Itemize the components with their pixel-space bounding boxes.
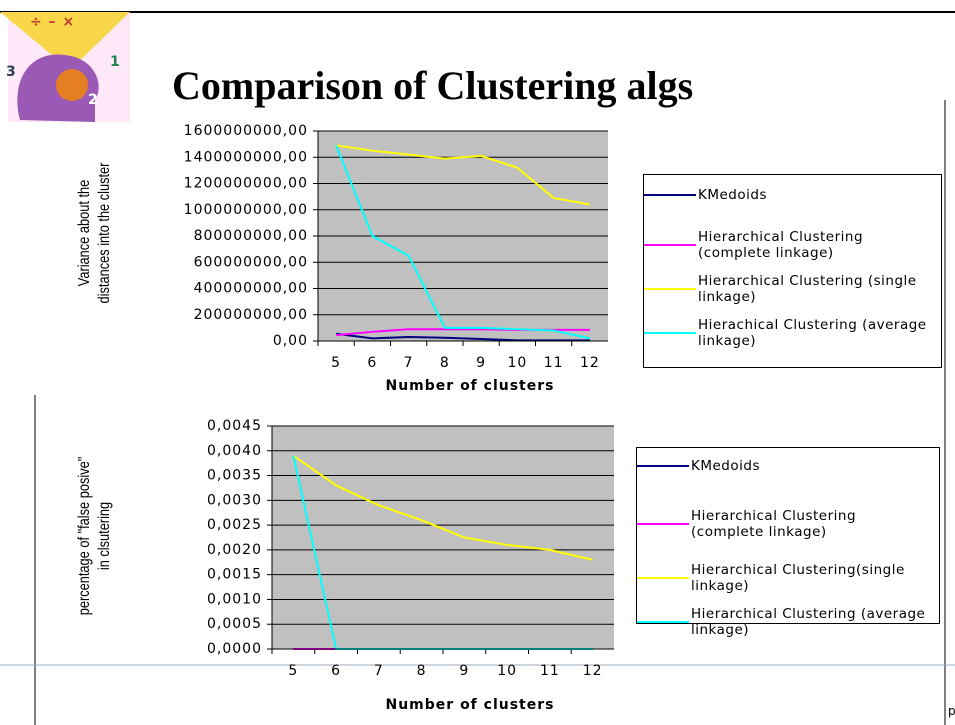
legend-label: Hierarchical Clustering (average linkage…: [691, 606, 926, 638]
svg-text:÷ – ×: ÷ – ×: [30, 14, 75, 30]
x-tick-label: 12: [580, 355, 600, 371]
legend-item: KMedoids: [637, 458, 926, 474]
legend-item: Hierarchical Clustering (complete linkag…: [644, 229, 933, 261]
x-tick-label: 9: [459, 663, 469, 679]
x-tick-label: 11: [544, 355, 564, 371]
x-tick-label: 9: [476, 355, 486, 371]
y-tick-label: 0,0005: [207, 616, 262, 632]
y-tick-label: 0,0025: [207, 517, 262, 533]
y-tick-label: 0,00: [273, 333, 308, 349]
x-tick-label: 6: [331, 663, 341, 679]
y-tick-label: 0,0010: [207, 591, 262, 607]
x-tick-label: 10: [497, 663, 517, 679]
y-tick-label: 0,0020: [207, 542, 262, 558]
x-tick-label: 12: [583, 663, 603, 679]
y-tick-label: 800000000,00: [194, 228, 308, 244]
y-tick-label: 400000000,00: [194, 281, 308, 297]
legend-swatch: [637, 577, 689, 579]
legend-label: KMedoids: [698, 187, 767, 203]
legend-label: Hierarchical Clustering(single linkage): [691, 562, 905, 594]
legend-item: KMedoids: [644, 187, 933, 203]
y-tick-label: 1200000000,00: [184, 176, 308, 192]
series-line: [292, 454, 593, 561]
legend-item: Hierachical Clustering (average linkage): [644, 317, 933, 349]
y-axis-label: percentage of "false posive" in clsuteri…: [76, 456, 113, 616]
legend-item: Hierarchical Clustering (average linkage…: [637, 606, 926, 638]
x-tick-label: 5: [288, 663, 298, 679]
legend-item: Hierarchical Clustering (complete linkag…: [637, 508, 926, 540]
svg-text:1: 1: [110, 54, 121, 70]
plot-area: [272, 426, 614, 649]
series-line: [335, 332, 590, 342]
legend-swatch: [644, 244, 696, 246]
legend-item: Hierarchical Clustering (single linkage): [644, 273, 933, 305]
y-tick-label: 0,0035: [207, 468, 262, 484]
x-tick-label: 11: [540, 663, 560, 679]
x-tick-label: 8: [440, 355, 450, 371]
legend-label: Hierarchical Clustering (complete linkag…: [698, 229, 864, 261]
y-tick-label: 0,0030: [207, 492, 262, 508]
legend-swatch: [644, 332, 696, 334]
y-tick-label: 0,0040: [207, 443, 262, 459]
footer: p: [948, 704, 955, 718]
x-tick-label: 10: [507, 355, 527, 371]
x-tick-label: 7: [404, 355, 414, 371]
legend-swatch: [637, 621, 689, 623]
legend: KMedoids Hierarchical Clustering (complet…: [643, 174, 942, 368]
x-tick-label: 7: [374, 663, 384, 679]
x-tick-label: 6: [367, 355, 377, 371]
y-axis-label: Variance about the distances into the cl…: [76, 162, 113, 304]
y-tick-label: 1000000000,00: [184, 202, 308, 218]
x-tick-label: 5: [331, 355, 341, 371]
y-tick-label: 600000000,00: [194, 254, 308, 270]
x-axis-label: Number of clusters: [385, 697, 555, 713]
y-tick-label: 1400000000,00: [184, 149, 308, 165]
x-axis-label: Number of clusters: [385, 378, 555, 394]
legend-swatch: [637, 465, 689, 467]
logo: 3 1 2 ÷ – ×: [0, 12, 130, 122]
legend-swatch: [637, 523, 689, 525]
y-tick-label: 1600000000,00: [184, 123, 308, 139]
slide-title: Comparison of Clustering algs: [172, 63, 694, 108]
svg-text:2: 2: [88, 92, 99, 108]
legend-label: KMedoids: [691, 458, 760, 474]
legend-label: Hierarchical Clustering (single linkage): [698, 273, 917, 305]
y-tick-label: 0,0045: [207, 418, 262, 434]
svg-text:3: 3: [6, 64, 17, 80]
y-tick-label: 200000000,00: [194, 307, 308, 323]
series-line: [335, 144, 591, 206]
legend: KMedoids Hierarchical Clustering (complet…: [636, 447, 940, 638]
y-tick-label: 0,0015: [207, 567, 262, 583]
legend-swatch: [644, 288, 696, 290]
x-tick-label: 8: [417, 663, 427, 679]
legend-label: Hierachical Clustering (average linkage): [698, 317, 927, 349]
legend-swatch: [644, 194, 696, 196]
legend-label: Hierarchical Clustering (complete linkag…: [691, 508, 857, 540]
y-tick-label: 0,0000: [207, 641, 262, 657]
legend-item: Hierarchical Clustering(single linkage): [637, 562, 926, 594]
series-line: [335, 145, 591, 340]
